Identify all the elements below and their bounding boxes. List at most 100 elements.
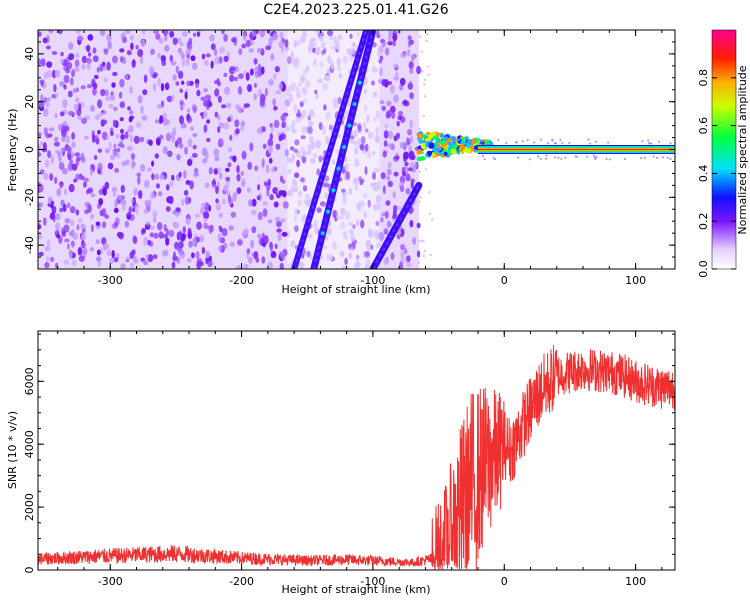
- noise-speckle: [50, 256, 55, 262]
- x-tick-label: 100: [625, 575, 646, 588]
- noise-speckle: [390, 252, 395, 261]
- noise-speckle-faint: [419, 196, 422, 199]
- noise-speckle: [224, 86, 231, 95]
- noise-speckle: [243, 263, 249, 269]
- carrier-blob: [457, 151, 460, 155]
- noise-speckle: [253, 82, 257, 88]
- noise-speckle: [318, 35, 324, 42]
- noise-speckle: [130, 153, 136, 160]
- noise-speckle: [38, 232, 43, 240]
- noise-speckle: [130, 262, 134, 269]
- noise-speckle: [402, 99, 408, 106]
- noise-speckle-faint: [429, 253, 432, 257]
- noise-speckle: [392, 191, 396, 199]
- noise-speckle: [269, 32, 274, 37]
- noise-speckle: [201, 203, 207, 208]
- noise-speckle: [407, 35, 412, 41]
- heatmap-y-axis-label: Frequency (Hz): [6, 109, 19, 192]
- x-tick-label: -300: [98, 274, 123, 287]
- noise-speckle: [294, 225, 299, 233]
- noise-speckle: [188, 80, 194, 86]
- noise-speckle: [139, 55, 144, 65]
- noise-speckle: [276, 228, 282, 233]
- noise-speckle: [149, 232, 154, 238]
- noise-speckle: [221, 227, 228, 237]
- noise-speckle: [145, 254, 149, 260]
- noise-speckle: [60, 51, 64, 57]
- noise-speckle: [295, 112, 302, 118]
- noise-speckle: [66, 202, 71, 209]
- x-tick-label: 100: [625, 274, 646, 287]
- noise-speckle-faint: [419, 35, 422, 38]
- noise-speckle: [43, 71, 48, 80]
- noise-speckle: [380, 172, 386, 180]
- noise-speckle: [305, 199, 310, 207]
- noise-speckle: [257, 184, 261, 191]
- noise-speckle: [147, 254, 154, 263]
- noise-speckle: [218, 172, 223, 180]
- noise-speckle: [234, 119, 240, 128]
- noise-speckle: [64, 218, 71, 224]
- carrier-blob: [465, 148, 472, 154]
- noise-speckle: [213, 168, 219, 175]
- noise-speckle: [249, 68, 254, 76]
- noise-speckle: [405, 173, 411, 182]
- noise-speckle: [81, 63, 86, 70]
- noise-speckle: [97, 162, 103, 172]
- noise-speckle: [158, 191, 163, 197]
- noise-speckle: [82, 241, 86, 249]
- noise-speckle: [201, 53, 206, 60]
- noise-speckle: [378, 58, 383, 64]
- noise-speckle: [69, 219, 75, 227]
- noise-speckle: [223, 34, 228, 42]
- noise-speckle: [102, 119, 107, 125]
- noise-speckle: [287, 189, 293, 197]
- noise-speckle: [126, 50, 132, 56]
- noise-speckle: [159, 174, 165, 180]
- noise-speckle: [126, 212, 132, 220]
- noise-speckle: [62, 99, 68, 109]
- noise-speckle: [356, 205, 362, 212]
- noise-speckle: [193, 32, 196, 37]
- noise-speckle: [218, 213, 223, 218]
- noise-speckle: [143, 74, 148, 83]
- noise-speckle: [386, 221, 392, 228]
- noise-speckle: [291, 128, 297, 134]
- noise-speckle: [69, 158, 73, 167]
- noise-speckle: [312, 223, 318, 229]
- carrier-speckle: [561, 142, 564, 144]
- noise-speckle: [138, 190, 143, 199]
- noise-speckle: [104, 89, 109, 97]
- carrier-blob: [450, 148, 457, 155]
- noise-speckle: [298, 82, 302, 88]
- carrier-speckle: [647, 139, 650, 142]
- carrier-blob: [416, 149, 423, 155]
- noise-speckle: [181, 198, 185, 206]
- noise-speckle: [270, 251, 277, 259]
- noise-speckle: [332, 241, 337, 251]
- noise-speckle-faint: [422, 240, 425, 243]
- noise-speckle: [54, 176, 58, 184]
- noise-speckle: [348, 243, 352, 250]
- noise-speckle: [172, 74, 177, 81]
- noise-speckle: [329, 254, 333, 261]
- noise-speckle: [196, 31, 201, 37]
- noise-speckle: [49, 30, 54, 34]
- noise-speckle: [323, 245, 327, 250]
- track-highlight: [336, 166, 341, 171]
- noise-speckle: [239, 124, 245, 132]
- noise-speckle: [259, 30, 266, 38]
- noise-speckle: [179, 42, 184, 47]
- noise-speckle: [131, 198, 135, 204]
- noise-speckle: [92, 55, 99, 63]
- noise-speckle: [413, 162, 418, 169]
- noise-speckle: [290, 240, 296, 248]
- noise-speckle: [367, 150, 372, 160]
- noise-speckle: [130, 34, 134, 41]
- carrier-speckle: [605, 158, 608, 160]
- colorbar-tick-label: 0.0: [697, 260, 710, 278]
- noise-speckle: [223, 122, 230, 130]
- noise-speckle: [44, 246, 51, 252]
- noise-speckle: [385, 200, 391, 206]
